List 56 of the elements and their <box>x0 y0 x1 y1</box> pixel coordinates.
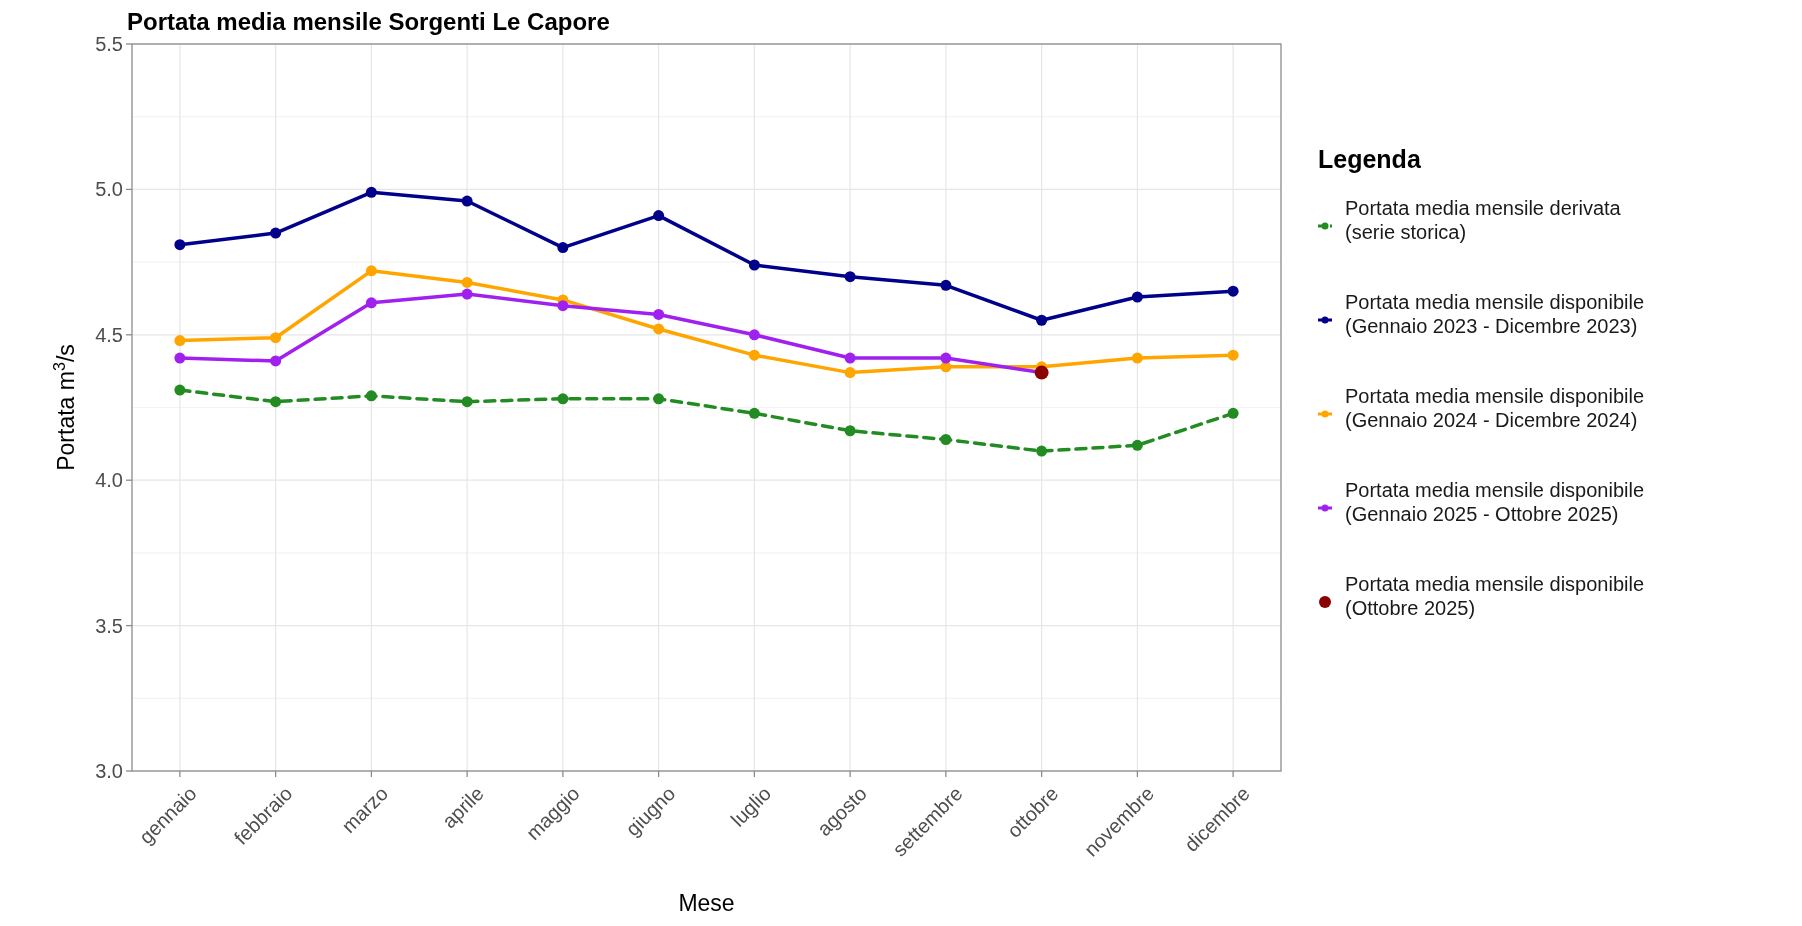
y-tick-label: 5.0 <box>95 178 123 201</box>
point <box>174 335 186 347</box>
chart-title: Portata media mensile Sorgenti Le Capore <box>127 8 610 35</box>
point <box>844 367 856 379</box>
legend-label: Portata media mensile disponibile (Gennaio 2023 - Dicembre 2023) <box>1345 291 1645 337</box>
point <box>1227 349 1239 361</box>
x-axis-title: Mese <box>678 890 735 916</box>
point <box>748 349 760 361</box>
point <box>557 300 569 312</box>
point <box>461 276 473 288</box>
point <box>1036 445 1048 457</box>
y-tick-label: 4.5 <box>95 323 123 346</box>
legend-label: Portata media mensile derivata (serie storica) <box>1345 197 1622 243</box>
point <box>365 390 377 402</box>
point <box>748 329 760 341</box>
point <box>844 425 856 437</box>
point <box>461 195 473 207</box>
point <box>365 265 377 277</box>
point <box>365 297 377 309</box>
point <box>270 227 282 239</box>
point <box>461 288 473 300</box>
point <box>748 407 760 419</box>
y-tick-label: 4.0 <box>95 469 123 492</box>
point <box>653 308 665 320</box>
point <box>1131 439 1143 451</box>
legend-label: Portata media mensile disponibile (Gennaio 2024 - Dicembre 2024) <box>1345 385 1645 431</box>
point <box>1131 352 1143 364</box>
point <box>748 259 760 271</box>
point <box>557 393 569 405</box>
y-tick-label: 3.0 <box>95 760 123 782</box>
point <box>844 352 856 364</box>
y-tick-label: 5.5 <box>95 33 123 55</box>
point <box>174 352 186 364</box>
point <box>557 242 569 254</box>
point <box>174 239 186 251</box>
point <box>844 271 856 283</box>
legend-label: Portata media mensile disponibile (Ottobre 2025) <box>1345 573 1645 619</box>
point <box>940 433 952 445</box>
point <box>270 332 282 344</box>
point <box>1131 291 1143 303</box>
point <box>940 352 952 364</box>
point <box>174 384 186 396</box>
legend-label: Portata media mensile disponibile (Gennaio 2025 - Ottobre 2025) <box>1345 479 1645 525</box>
point <box>940 279 952 291</box>
point <box>1227 407 1239 419</box>
y-tick-label: 3.5 <box>95 614 123 637</box>
point <box>365 186 377 198</box>
point <box>653 210 665 222</box>
point <box>653 393 665 405</box>
point <box>1036 314 1048 326</box>
point <box>1227 285 1239 297</box>
point <box>653 323 665 335</box>
point <box>270 355 282 367</box>
point <box>270 396 282 408</box>
point <box>461 396 473 408</box>
legend-title: Legenda <box>1318 145 1422 173</box>
